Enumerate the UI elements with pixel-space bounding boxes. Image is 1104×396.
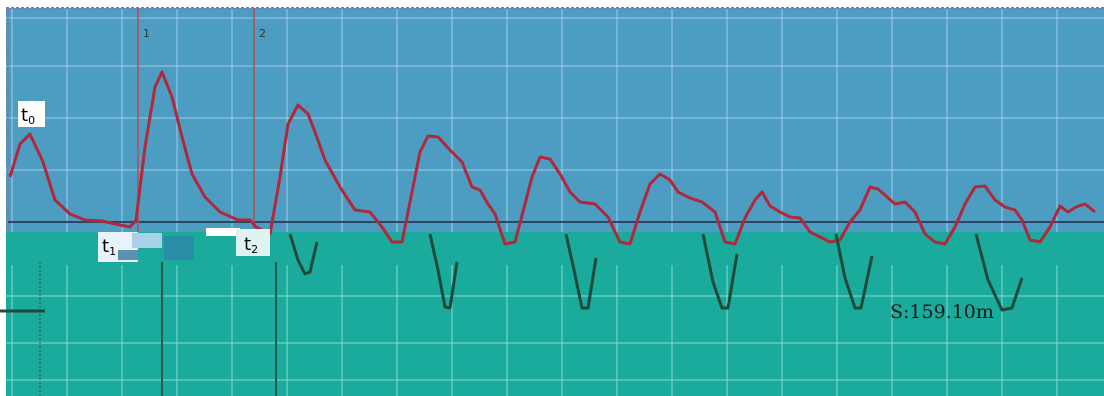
upper-gridlines: [6, 8, 1104, 232]
cursor-tag-t1-label: t1: [102, 236, 116, 258]
cursor-tag-t2-label: t2: [244, 234, 258, 256]
cursor-tag-t0[interactable]: t0: [18, 101, 45, 127]
cursor-tag-t1-artifact: [132, 233, 162, 248]
upper-plot-area: [6, 8, 1104, 265]
marker-label-1: 1: [143, 27, 150, 40]
cursor-tag-t1-artifact-4: [206, 228, 240, 236]
cursor-tag-t0-label: t0: [21, 105, 35, 127]
cursor-tag-t2-box: [236, 229, 270, 256]
cursor-tag-t1[interactable]: t1: [98, 228, 240, 262]
cursor-tag-t1-artifact-3: [164, 236, 194, 260]
upper-waveform-line: [8, 70, 1096, 246]
cursor-tag-t1-artifact-2: [118, 250, 138, 260]
marker-label-2: 2: [259, 27, 266, 40]
cursor-tag-t0-box: [18, 101, 45, 127]
lower-gridlines: [6, 265, 1104, 396]
distance-readout: S:159.10m: [890, 301, 994, 323]
cursor-tag-t2[interactable]: t2: [236, 229, 270, 256]
lower-cursor-lines: [39, 262, 277, 396]
